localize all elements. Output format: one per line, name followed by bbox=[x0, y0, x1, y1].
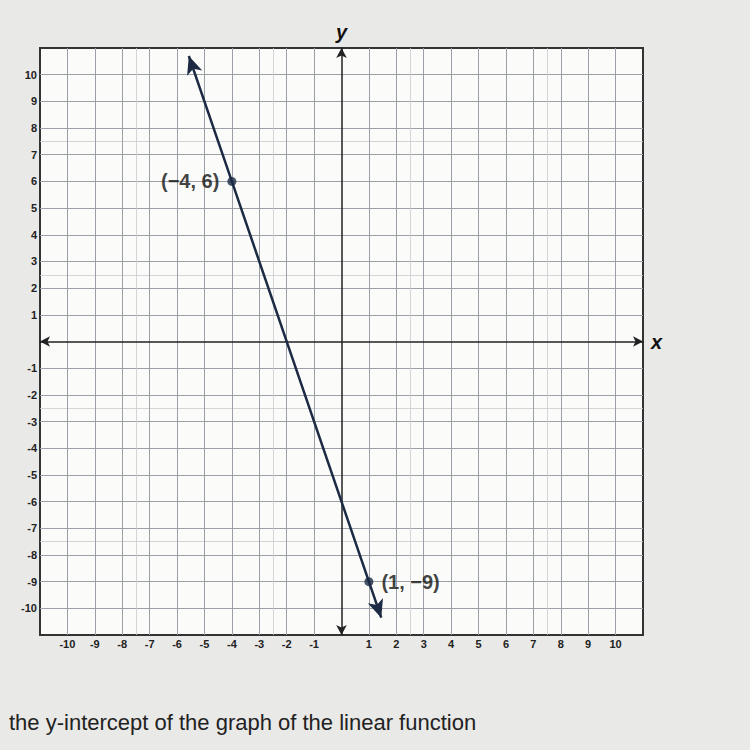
svg-text:-10: -10 bbox=[59, 638, 75, 650]
svg-text:-3: -3 bbox=[254, 638, 264, 650]
svg-text:7: 7 bbox=[31, 149, 37, 161]
svg-text:1: 1 bbox=[366, 638, 372, 650]
svg-text:-3: -3 bbox=[27, 416, 37, 428]
svg-text:-5: -5 bbox=[27, 469, 37, 481]
svg-text:6: 6 bbox=[31, 175, 37, 187]
svg-text:-9: -9 bbox=[27, 576, 37, 588]
svg-text:8: 8 bbox=[31, 122, 37, 134]
svg-text:-7: -7 bbox=[27, 522, 37, 534]
svg-text:-4: -4 bbox=[27, 442, 38, 454]
svg-text:-5: -5 bbox=[200, 638, 210, 650]
svg-text:-2: -2 bbox=[27, 389, 37, 401]
svg-text:-4: -4 bbox=[227, 638, 238, 650]
svg-text:2: 2 bbox=[393, 638, 399, 650]
svg-text:(1, −9): (1, −9) bbox=[381, 571, 439, 593]
svg-text:the y-intercept of the graph o: the y-intercept of the graph of the line… bbox=[9, 710, 476, 735]
svg-text:-2: -2 bbox=[282, 638, 292, 650]
svg-text:-6: -6 bbox=[27, 496, 37, 508]
svg-text:4: 4 bbox=[448, 638, 455, 650]
svg-text:-9: -9 bbox=[90, 638, 100, 650]
svg-text:4: 4 bbox=[31, 229, 38, 241]
svg-text:6: 6 bbox=[503, 638, 509, 650]
svg-text:10: 10 bbox=[609, 638, 621, 650]
svg-text:-1: -1 bbox=[27, 362, 37, 374]
svg-text:-1: -1 bbox=[309, 638, 319, 650]
svg-text:5: 5 bbox=[475, 638, 481, 650]
svg-text:3: 3 bbox=[31, 255, 37, 267]
svg-text:3: 3 bbox=[421, 638, 427, 650]
svg-text:x: x bbox=[650, 331, 663, 353]
svg-text:9: 9 bbox=[585, 638, 591, 650]
svg-text:10: 10 bbox=[25, 69, 37, 81]
svg-text:2: 2 bbox=[31, 282, 37, 294]
svg-text:(−4, 6): (−4, 6) bbox=[161, 170, 219, 192]
svg-text:5: 5 bbox=[31, 202, 37, 214]
svg-text:-10: -10 bbox=[21, 602, 37, 614]
svg-text:y: y bbox=[335, 21, 348, 43]
svg-text:-8: -8 bbox=[117, 638, 127, 650]
svg-text:7: 7 bbox=[530, 638, 536, 650]
svg-text:-8: -8 bbox=[27, 549, 37, 561]
svg-text:-7: -7 bbox=[145, 638, 155, 650]
svg-text:9: 9 bbox=[31, 95, 37, 107]
svg-text:1: 1 bbox=[31, 309, 37, 321]
svg-text:-6: -6 bbox=[172, 638, 182, 650]
svg-text:8: 8 bbox=[558, 638, 564, 650]
